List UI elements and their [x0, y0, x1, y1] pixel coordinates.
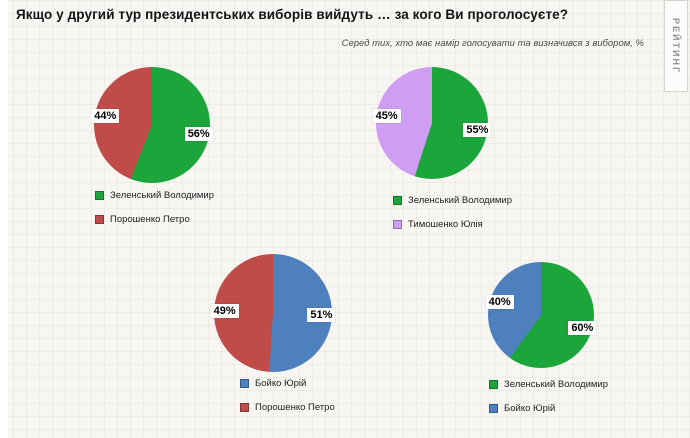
pie-value-label: 45%: [372, 108, 401, 123]
legend-label: Зеленський Володимир: [110, 190, 214, 201]
legend-swatch: [95, 215, 104, 224]
legend-item: Порошенко Петро: [240, 402, 335, 413]
legend: Зеленський Володимир Тимошенко Юлія: [393, 195, 512, 243]
subtitle-note: Серед тих, хто має намір голосувати та в…: [341, 38, 644, 49]
pie: 51% 49%: [210, 254, 336, 372]
pie-chart-boyko-poroshenko: 51% 49% Бойко Юрій Порошенко Петро: [210, 252, 433, 438]
legend-item: Порошенко Петро: [95, 214, 214, 225]
legend-item: Зеленський Володимир: [95, 190, 214, 201]
legend-label: Бойко Юрій: [255, 378, 307, 389]
pie: 55% 45%: [372, 67, 492, 179]
legend-item: Зеленський Володимир: [489, 379, 608, 390]
pie-value-label: 51%: [307, 307, 336, 322]
legend-item: Бойко Юрій: [240, 378, 335, 389]
legend-swatch: [240, 403, 249, 412]
legend-label: Зеленський Володимир: [408, 195, 512, 206]
legend-item: Зеленський Володимир: [393, 195, 512, 206]
legend-label: Порошенко Петро: [255, 402, 335, 413]
legend-item: Бойко Юрій: [489, 403, 608, 414]
rating-group-logo-text: РЕЙТИНГ: [671, 17, 681, 75]
pie-value-label: 40%: [485, 294, 514, 309]
pie-value-label: 44%: [91, 109, 120, 124]
legend-label: Тимошенко Юлія: [408, 219, 483, 230]
legend-item: Тимошенко Юлія: [393, 219, 512, 230]
legend-label: Зеленський Володимир: [504, 379, 608, 390]
rating-group-watermark: РЕЙТИНГ: [664, 0, 688, 92]
legend-label: Бойко Юрій: [504, 403, 556, 414]
pie-chart-zelensky-poroshenko: 56% 44% Зеленський Володимир Порошенко Пет…: [90, 64, 310, 254]
legend-swatch: [240, 379, 249, 388]
pie-value-label: 56%: [184, 126, 213, 141]
legend-swatch: [393, 220, 402, 229]
legend: Бойко Юрій Порошенко Петро: [240, 378, 335, 426]
pie-value-label: 49%: [210, 304, 239, 319]
page-title: Якщо у другий тур президентських виборів…: [16, 7, 569, 22]
legend-swatch: [393, 196, 402, 205]
legend-swatch: [489, 380, 498, 389]
pie-chart-zelensky-tymoshenko: 55% 45% Зеленський Володимир Тимошенко Юлі…: [372, 64, 595, 254]
legend: Зеленський Володимир Порошенко Петро: [95, 190, 214, 238]
legend-label: Порошенко Петро: [110, 214, 190, 225]
legend-swatch: [489, 404, 498, 413]
pie-value-label: 60%: [568, 321, 597, 336]
pie: 60% 40%: [485, 262, 597, 368]
legend-swatch: [95, 191, 104, 200]
pie-chart-zelensky-boyko: 60% 40% Зеленський Володимир Бойко Юрій: [485, 260, 687, 438]
legend: Зеленський Володимир Бойко Юрій: [489, 379, 608, 427]
left-margin-strip: [0, 0, 8, 438]
pie: 56% 44%: [91, 67, 213, 183]
pie-value-label: 55%: [463, 123, 492, 138]
